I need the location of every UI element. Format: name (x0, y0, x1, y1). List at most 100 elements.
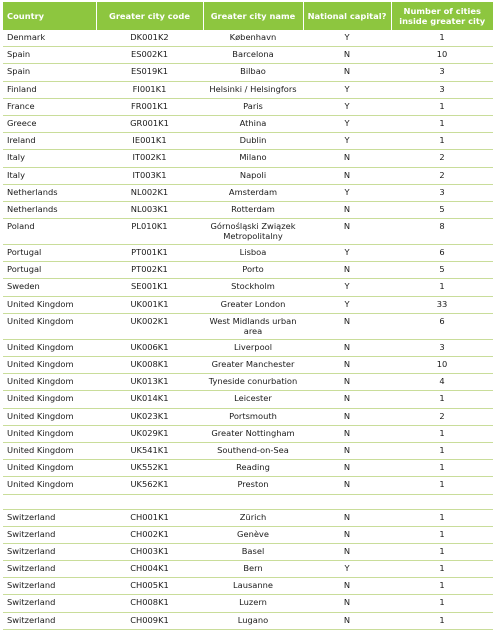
header-country: Country (3, 2, 96, 30)
city-code-cell: CH004K1 (96, 560, 203, 579)
table-row: Italy IT002K1 Milano N 2 (3, 149, 493, 168)
capital-cell: Y (303, 560, 391, 579)
table-row: Denmark DK001K2 København Y 1 (3, 30, 493, 48)
capital-cell: N (303, 509, 391, 527)
table-row: United Kingdom UK541K1 Southend-on-Sea N 1 (3, 442, 493, 461)
city-name-cell: Bern (203, 560, 303, 579)
table-row: Netherlands NL002K1 Amsterdam Y 3 (3, 184, 493, 202)
city-name-cell: West Midlands urban area (203, 313, 303, 340)
city-count-cell: 1 (391, 459, 493, 478)
city-name-cell: Rotterdam (203, 201, 303, 220)
country-cell: United Kingdom (3, 390, 96, 409)
table-row: Spain ES019K1 Bilbao N 3 (3, 63, 493, 82)
country-cell: United Kingdom (3, 296, 96, 314)
city-code-cell: PT001K1 (96, 244, 203, 263)
table-row: Switzerland CH008K1 Luzern N 1 (3, 594, 493, 613)
capital-cell: Y (303, 98, 391, 116)
capital-cell: N (303, 261, 391, 280)
city-count-cell: 1 (391, 425, 493, 443)
city-code-cell: UK006K1 (96, 339, 203, 358)
capital-cell: N (303, 356, 391, 375)
country-cell: Switzerland (3, 577, 96, 596)
city-code-cell: CH002K1 (96, 526, 203, 544)
country-cell: Italy (3, 167, 96, 185)
header-national-capital: National capital? (302, 2, 391, 30)
capital-cell: Y (303, 184, 391, 202)
city-code-cell: UK552K1 (96, 459, 203, 478)
city-code-cell: NL002K1 (96, 184, 203, 202)
city-name-cell: Leicester (203, 390, 303, 409)
country-cell: Ireland (3, 132, 96, 151)
country-cell: United Kingdom (3, 425, 96, 443)
city-name-cell: Greater Manchester (203, 356, 303, 375)
capital-cell: N (303, 526, 391, 544)
country-cell: Italy (3, 149, 96, 168)
city-count-cell: 1 (391, 577, 493, 596)
country-cell: Switzerland (3, 594, 96, 613)
greater-cities-table: Country Greater city code Greater city n… (3, 2, 493, 630)
country-cell: Switzerland (3, 526, 96, 544)
country-cell: United Kingdom (3, 408, 96, 426)
table-row: Switzerland CH005K1 Lausanne N 1 (3, 577, 493, 596)
table-row: United Kingdom UK008K1 Greater Manchester N… (3, 356, 493, 375)
country-cell: United Kingdom (3, 476, 96, 495)
capital-cell: N (303, 373, 391, 392)
capital-cell: N (303, 459, 391, 478)
city-count-cell: 1 (391, 594, 493, 613)
table-body: Denmark DK001K2 København Y 1 Spain ES002K1 Bar… (3, 30, 493, 630)
table-row: Switzerland CH002K1 Genève N 1 (3, 526, 493, 544)
city-code-cell: IE001K1 (96, 132, 203, 151)
country-cell: Netherlands (3, 201, 96, 220)
city-name-cell: Lugano (203, 612, 303, 630)
table-row: Switzerland CH001K1 Zürich N 1 (3, 509, 493, 527)
country-cell: United Kingdom (3, 356, 96, 375)
city-code-cell: UK029K1 (96, 425, 203, 443)
country-cell: Switzerland (3, 509, 96, 527)
table-header: Country Greater city code Greater city n… (3, 2, 493, 30)
table-row: United Kingdom UK014K1 Leicester N 1 (3, 390, 493, 409)
capital-cell: N (303, 390, 391, 409)
country-cell: France (3, 98, 96, 116)
header-number-of-cities: Number of cities inside greater city (390, 2, 493, 30)
table-row: United Kingdom UK002K1 West Midlands urban… (3, 313, 493, 340)
city-count-cell: 4 (391, 373, 493, 392)
table-row: Ireland IE001K1 Dublin Y 1 (3, 132, 493, 151)
greater-cities-table-container: Country Greater city code Greater city n… (3, 2, 493, 630)
country-cell: Portugal (3, 244, 96, 263)
city-code-cell: PL010K1 (96, 218, 203, 246)
city-count-cell: 1 (391, 278, 493, 297)
city-name-cell: Porto (203, 261, 303, 280)
city-count-cell: 2 (391, 408, 493, 426)
city-code-cell: CH001K1 (96, 509, 203, 527)
country-cell: Poland (3, 218, 96, 246)
country-cell: Greece (3, 115, 96, 134)
city-count-cell: 3 (391, 81, 493, 99)
country-cell: Switzerland (3, 543, 96, 562)
table-row: Italy IT003K1 Napoli N 2 (3, 167, 493, 185)
city-count-cell: 8 (391, 218, 493, 246)
country-cell: Switzerland (3, 560, 96, 579)
table-row: Switzerland CH003K1 Basel N 1 (3, 543, 493, 562)
city-name-cell: Lisboa (203, 244, 303, 263)
city-name-cell: Preston (203, 476, 303, 495)
city-name-cell: Southend-on-Sea (203, 442, 303, 461)
city-count-cell: 1 (391, 612, 493, 630)
table-row: United Kingdom UK001K1 Greater London Y 33 (3, 296, 493, 314)
city-name-cell: Greater London (203, 296, 303, 314)
capital-cell: N (303, 201, 391, 220)
city-name-cell: Helsinki / Helsingfors (203, 81, 303, 99)
country-cell: United Kingdom (3, 313, 96, 340)
city-count-cell: 2 (391, 149, 493, 168)
capital-cell: N (303, 442, 391, 461)
capital-cell: N (303, 46, 391, 65)
city-name-cell: Stockholm (203, 278, 303, 297)
table-row: United Kingdom UK552K1 Reading N 1 (3, 459, 493, 478)
country-cell: Portugal (3, 261, 96, 280)
table-row: United Kingdom UK029K1 Greater Nottingham N… (3, 425, 493, 443)
city-code-cell: ES019K1 (96, 63, 203, 82)
city-name-cell: Dublin (203, 132, 303, 151)
capital-cell: N (303, 218, 391, 246)
capital-cell: Y (303, 244, 391, 263)
city-code-cell: SE001K1 (96, 278, 203, 297)
capital-cell: N (303, 149, 391, 168)
